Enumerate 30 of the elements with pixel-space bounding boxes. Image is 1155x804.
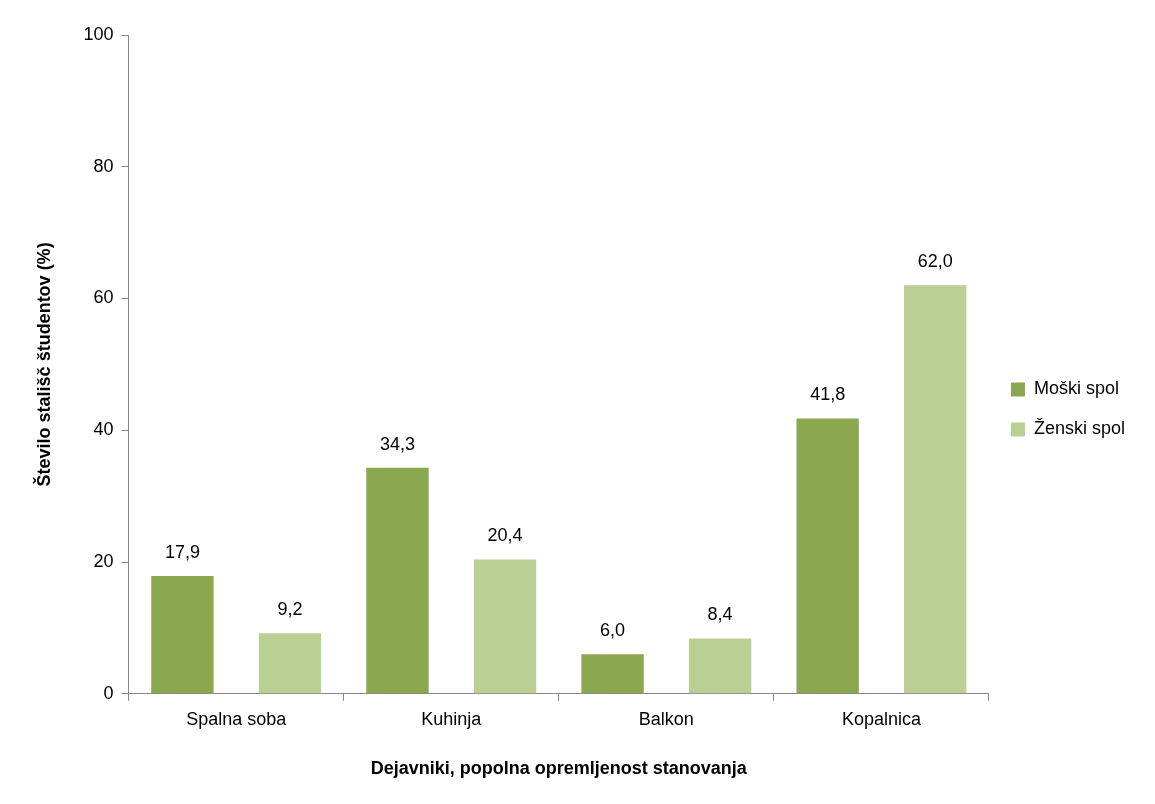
y-tick-label: 40 — [93, 419, 114, 440]
bar — [366, 467, 429, 694]
bar — [151, 575, 214, 694]
bar — [904, 285, 967, 694]
x-tick-label: Balkon — [638, 708, 694, 729]
data-label: 9,2 — [277, 599, 303, 620]
y-axis-title: Število stališč študentov (%) — [32, 242, 54, 487]
x-tick-label: Spalna soba — [186, 708, 288, 729]
data-label: 17,9 — [164, 541, 200, 562]
y-tick-label: 20 — [93, 551, 114, 572]
data-label: 62,0 — [917, 251, 953, 272]
bar — [581, 654, 644, 694]
data-label: 20,4 — [487, 525, 523, 546]
legend-label: Ženski spol — [1033, 418, 1126, 439]
x-axis-title: Dejavniki, popolna opremljenost stanovanja — [370, 758, 748, 779]
bar — [796, 418, 859, 694]
bar — [473, 559, 537, 694]
bar — [258, 633, 322, 694]
y-tick-label: 100 — [83, 23, 114, 44]
data-label: 34,3 — [379, 433, 416, 454]
y-tick-label: 80 — [93, 155, 114, 176]
data-label: 41,8 — [810, 384, 846, 405]
x-tick-label: Kopalnica — [841, 708, 922, 729]
x-tick-label: Kuhinja — [421, 708, 483, 729]
y-tick-label: 60 — [93, 287, 114, 308]
legend-label: Moški spol — [1033, 378, 1119, 399]
bar — [688, 638, 752, 694]
data-label: 8,4 — [707, 604, 733, 625]
data-label: 6,0 — [600, 620, 626, 641]
y-tick-label: 0 — [103, 682, 114, 703]
